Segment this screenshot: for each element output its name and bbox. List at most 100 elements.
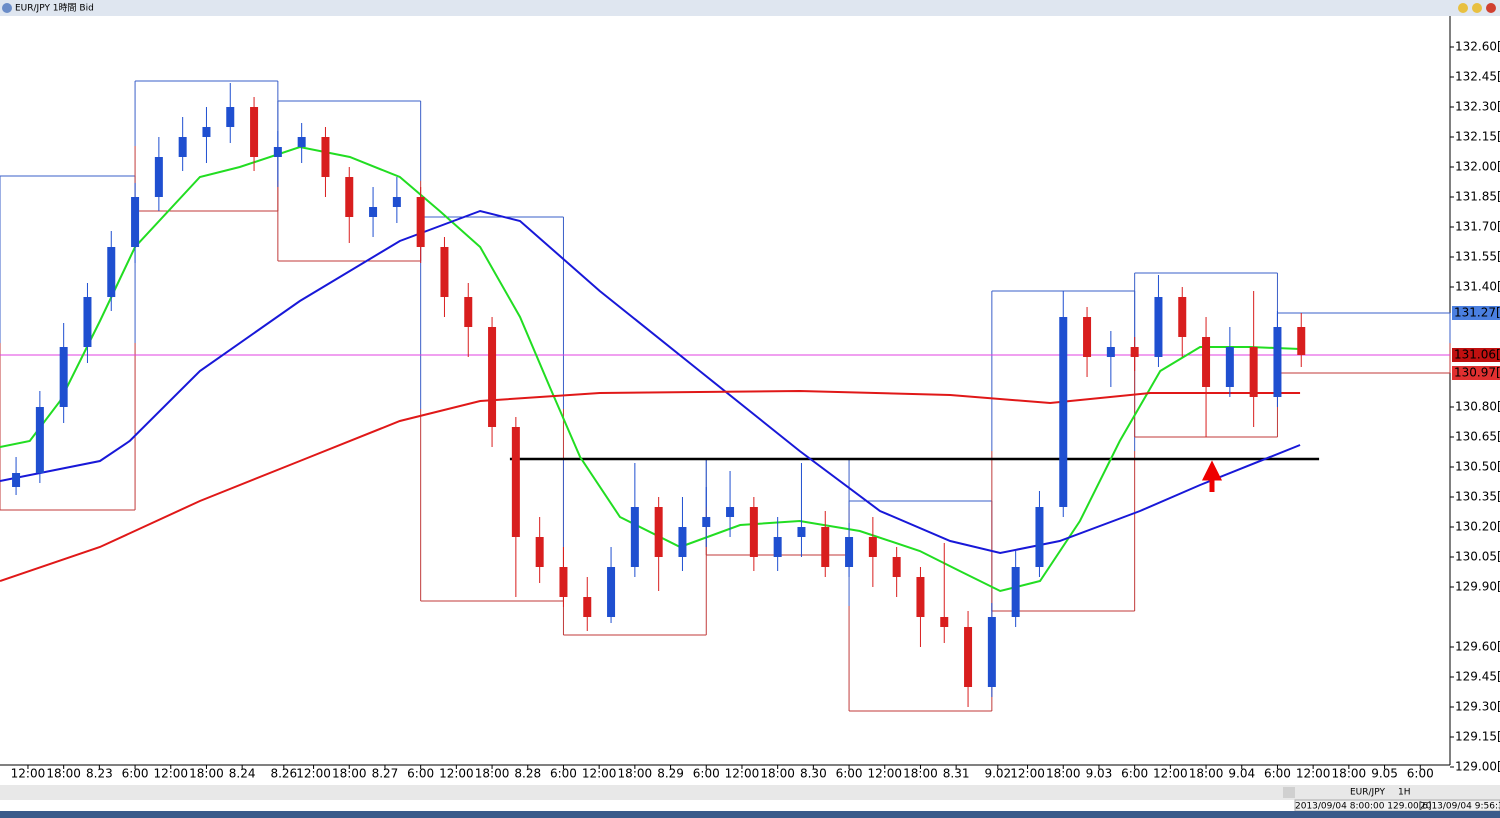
y-tick-label: 130.50[0	[1455, 460, 1500, 474]
x-tick-label: 18:00	[903, 767, 938, 781]
candle-body	[1154, 297, 1163, 357]
candle-body	[345, 177, 354, 217]
title-bar	[0, 0, 1500, 16]
y-tick-label: 129.45[0	[1455, 670, 1500, 684]
candle-body	[607, 567, 616, 617]
candle-body	[535, 537, 544, 567]
price-label-box	[1452, 366, 1500, 380]
candle-body	[83, 297, 92, 347]
x-tick-label: 18:00	[332, 767, 367, 781]
window-title: EUR/JPY 1時間 Bid	[15, 3, 94, 14]
x-tick-label: 6:00	[407, 767, 434, 781]
x-tick-label: 8.23	[86, 767, 113, 781]
candle-body	[392, 197, 401, 207]
candle-body	[773, 537, 782, 557]
candle-body	[226, 107, 235, 127]
candle-body	[250, 107, 259, 157]
candle-body	[35, 407, 44, 473]
status-symbol[interactable]: EUR/JPY	[1350, 788, 1385, 798]
candle-body	[107, 247, 116, 297]
candle-body	[702, 517, 711, 527]
candle-body	[1249, 347, 1258, 397]
x-tick-label: 18:00	[760, 767, 795, 781]
candle-body	[916, 577, 925, 617]
x-tick-label: 18:00	[1046, 767, 1081, 781]
y-tick-label: 129.00[0	[1455, 760, 1500, 774]
x-tick-label: 18:00	[46, 767, 81, 781]
moving-average-line	[0, 209, 1301, 555]
y-tick-label: 131.55[	[1455, 250, 1500, 264]
candle-body	[678, 527, 687, 557]
x-tick-label: 8.30	[800, 767, 827, 781]
x-tick-label: 8.29	[657, 767, 684, 781]
maximize-button[interactable]	[1472, 3, 1482, 13]
y-tick-label: 132.30[0	[1455, 100, 1500, 114]
candle-body	[321, 137, 330, 177]
candle-body	[1083, 317, 1092, 357]
candle-body	[416, 197, 425, 247]
x-tick-label: 18:00	[618, 767, 653, 781]
candle-body	[178, 137, 187, 157]
moving-average-line	[0, 145, 1301, 593]
x-tick-label: 18:00	[1189, 767, 1224, 781]
candle-body	[488, 327, 497, 427]
candle-body	[749, 507, 758, 557]
y-tick-label: 131.40[0	[1455, 280, 1500, 294]
x-tick-label: 9.05	[1371, 767, 1398, 781]
y-tick-label: 130.80[0	[1455, 400, 1500, 414]
x-tick-label: 12:00	[867, 767, 902, 781]
candle-body	[1202, 337, 1211, 387]
candle-body	[131, 197, 140, 247]
candle-body	[297, 137, 306, 147]
x-tick-label: 8.26	[270, 767, 297, 781]
y-tick-label: 131.70[0	[1455, 220, 1500, 234]
y-tick-label: 130.20[0	[1455, 520, 1500, 534]
arrow-annotation	[1201, 460, 1223, 492]
candle-body	[12, 473, 21, 487]
x-tick-label: 6:00	[693, 767, 720, 781]
candle-body	[726, 507, 735, 517]
y-tick-label: 132.15[0	[1455, 130, 1500, 144]
candle-body	[202, 127, 211, 137]
x-tick-label: 12:00	[11, 767, 46, 781]
y-tick-label: 129.90[0	[1455, 580, 1500, 594]
x-tick-label: 6:00	[836, 767, 863, 781]
candle-body	[868, 537, 877, 557]
x-tick-label: 12:00	[1153, 767, 1188, 781]
y-tick-label: 132.00[0	[1455, 160, 1500, 174]
x-tick-label: 18:00	[1332, 767, 1367, 781]
candle-body	[821, 527, 830, 567]
x-tick-label: 6:00	[1121, 767, 1148, 781]
scroll-button[interactable]	[1283, 787, 1295, 798]
close-button[interactable]	[1486, 3, 1496, 13]
x-tick-label: 9.03	[1086, 767, 1113, 781]
price-label: 131.06[9	[1454, 348, 1500, 362]
candle-body	[1035, 507, 1044, 567]
x-tick-label: 6:00	[1407, 767, 1434, 781]
y-tick-label: 131.85[0	[1455, 190, 1500, 204]
minimize-button[interactable]	[1458, 3, 1468, 13]
candle-body	[1130, 347, 1139, 357]
y-tick-label: 130.35[0	[1455, 490, 1500, 504]
candle-body	[511, 427, 520, 537]
x-tick-label: 8.24	[229, 767, 256, 781]
x-tick-label: 8.27	[372, 767, 399, 781]
status-time: 2013/09/04 9:56:33	[1420, 802, 1500, 812]
candle-body	[654, 507, 663, 557]
x-tick-label: 12:00	[1296, 767, 1331, 781]
y-tick-label: 132.60[0	[1455, 40, 1500, 54]
candle-body	[987, 617, 996, 687]
price-label: 130.97[9	[1454, 366, 1500, 380]
y-tick-label: 130.05[0	[1455, 550, 1500, 564]
y-tick-label: 130.65[0	[1455, 430, 1500, 444]
candle-body	[154, 157, 163, 197]
candle-body	[630, 507, 639, 567]
candle-body	[964, 627, 973, 687]
scrollbar[interactable]	[0, 785, 1500, 800]
candle-body	[1297, 327, 1306, 355]
y-tick-label: 132.45[0	[1455, 70, 1500, 84]
x-tick-label: 12:00	[296, 767, 331, 781]
candle-body	[1273, 327, 1282, 397]
y-tick-label: 129.30[0	[1455, 700, 1500, 714]
status-timeframe[interactable]: 1H	[1398, 788, 1411, 798]
